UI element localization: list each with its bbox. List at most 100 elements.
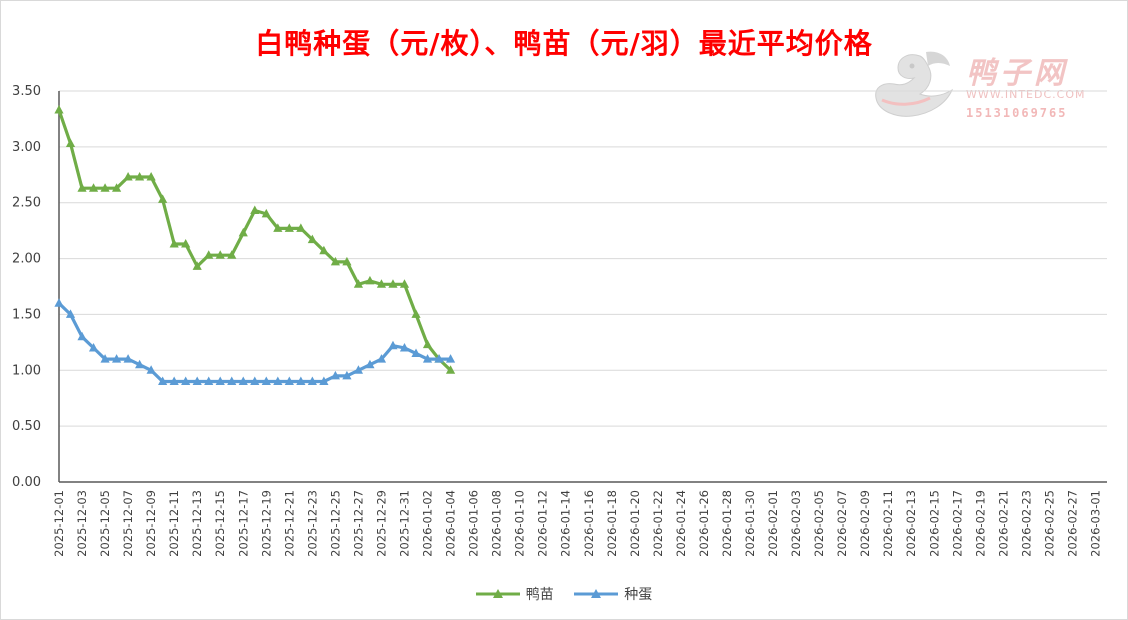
x-tick-label: 2025-12-23	[305, 490, 319, 557]
data-point	[411, 309, 421, 318]
data-point	[227, 376, 237, 385]
data-point	[250, 376, 260, 385]
x-tick-label: 2025-12-29	[374, 490, 388, 557]
x-tick-label: 2026-02-01	[766, 490, 780, 557]
data-point	[342, 370, 352, 380]
data-point	[238, 227, 248, 237]
x-tick-label: 2026-01-28	[720, 490, 734, 557]
x-tick-label: 2026-02-19	[973, 490, 987, 557]
x-tick-label: 2025-12-11	[167, 490, 181, 557]
data-point	[388, 340, 398, 350]
legend-item-duckling: 鸭苗	[475, 584, 554, 604]
data-point	[376, 354, 387, 363]
data-point	[204, 376, 214, 385]
data-point	[146, 365, 156, 374]
x-tick-label: 2026-01-30	[743, 490, 757, 557]
data-point	[445, 354, 456, 363]
x-tick-label: 2025-12-07	[121, 490, 135, 557]
data-point	[227, 250, 237, 259]
x-tick-label: 2026-01-22	[651, 490, 665, 557]
x-tick-label: 2026-02-21	[996, 490, 1010, 557]
x-tick-label: 2025-12-01	[52, 490, 66, 557]
data-point	[353, 365, 364, 374]
data-point	[146, 172, 156, 181]
data-point	[111, 183, 122, 192]
data-point	[65, 138, 76, 148]
data-point	[434, 354, 444, 363]
x-tick-label: 2026-02-27	[1065, 490, 1079, 557]
x-tick-label: 2026-01-16	[582, 490, 596, 557]
x-tick-label: 2025-12-21	[282, 490, 296, 557]
data-point	[319, 245, 329, 255]
data-point	[388, 279, 398, 288]
x-tick-label: 2025-12-31	[397, 490, 411, 557]
data-point	[238, 376, 248, 385]
data-point	[261, 208, 271, 218]
data-point	[319, 376, 329, 385]
data-point	[169, 239, 179, 248]
data-point	[135, 172, 145, 181]
x-tick-label: 2026-01-14	[559, 490, 573, 557]
data-point	[158, 194, 168, 203]
data-point	[365, 359, 375, 369]
data-point	[65, 309, 76, 318]
x-tick-labels: 2025-12-01 2025-12-03 2025-12-05 2025-12-07…	[52, 490, 1102, 557]
data-point	[77, 183, 87, 192]
x-tick-label: 2026-01-02	[421, 490, 435, 557]
data-point	[88, 183, 99, 192]
data-point	[54, 104, 64, 114]
y-tick-labels: 0.00 0.50 1.00 1.50 2.00 2.50 3.00 3.50	[12, 84, 41, 490]
data-point	[296, 376, 306, 385]
x-tick-label: 2026-03-01	[1088, 490, 1102, 557]
data-point	[169, 376, 179, 385]
legend-item-egg: 种蛋	[574, 584, 652, 604]
series	[54, 104, 456, 385]
axes	[58, 91, 1107, 483]
data-point	[365, 275, 375, 285]
legend: 鸭苗 种蛋	[0, 584, 1128, 604]
data-point	[273, 223, 283, 232]
data-point	[123, 354, 133, 363]
x-tick-label: 2026-01-26	[697, 490, 711, 557]
data-point	[296, 223, 306, 232]
line-chart: 0.00 0.50 1.00 1.50 2.00 2.50 3.00 3.50 2025-12…	[12, 84, 1107, 557]
data-point	[135, 359, 145, 369]
data-point	[181, 376, 191, 385]
x-tick-label: 2026-01-08	[490, 490, 504, 557]
data-point	[411, 348, 421, 358]
x-tick-label: 2025-12-13	[190, 490, 204, 557]
x-tick-label: 2026-02-25	[1042, 490, 1056, 557]
legend-key-egg-icon	[574, 589, 619, 598]
data-point	[399, 279, 410, 288]
x-tick-label: 2025-12-09	[144, 490, 158, 557]
watermark-brand: 鸭子网	[966, 56, 1068, 91]
data-point	[100, 183, 110, 192]
y-tick-label: 2.00	[12, 252, 41, 267]
data-point	[330, 256, 340, 266]
y-tick-label: 3.50	[12, 84, 41, 99]
x-tick-label: 2026-01-20	[628, 490, 642, 557]
data-point	[215, 250, 225, 259]
x-tick-label: 2026-01-18	[605, 490, 619, 557]
data-point	[250, 205, 260, 215]
x-tick-label: 2025-12-03	[75, 490, 89, 557]
chart-title: 白鸭种蛋（元/枚）、鸭苗（元/羽）最近平均价格	[255, 27, 873, 60]
y-tick-label: 0.50	[12, 419, 41, 434]
x-tick-label: 2026-02-03	[789, 490, 803, 557]
data-point	[353, 279, 364, 288]
y-tick-label: 3.00	[12, 140, 41, 155]
data-point	[284, 376, 294, 385]
data-point	[376, 279, 387, 288]
data-point	[445, 365, 456, 374]
y-tick-label: 2.50	[12, 196, 41, 211]
data-point	[158, 376, 168, 385]
x-tick-label: 2026-02-17	[950, 490, 964, 557]
data-point	[273, 376, 283, 385]
data-point	[422, 339, 433, 349]
data-point	[192, 376, 202, 385]
x-tick-label: 2026-02-23	[1019, 490, 1033, 557]
x-tick-label: 2026-01-06	[467, 490, 481, 557]
data-point	[261, 376, 271, 385]
data-point	[88, 342, 99, 352]
legend-key-duckling-icon	[475, 589, 520, 598]
